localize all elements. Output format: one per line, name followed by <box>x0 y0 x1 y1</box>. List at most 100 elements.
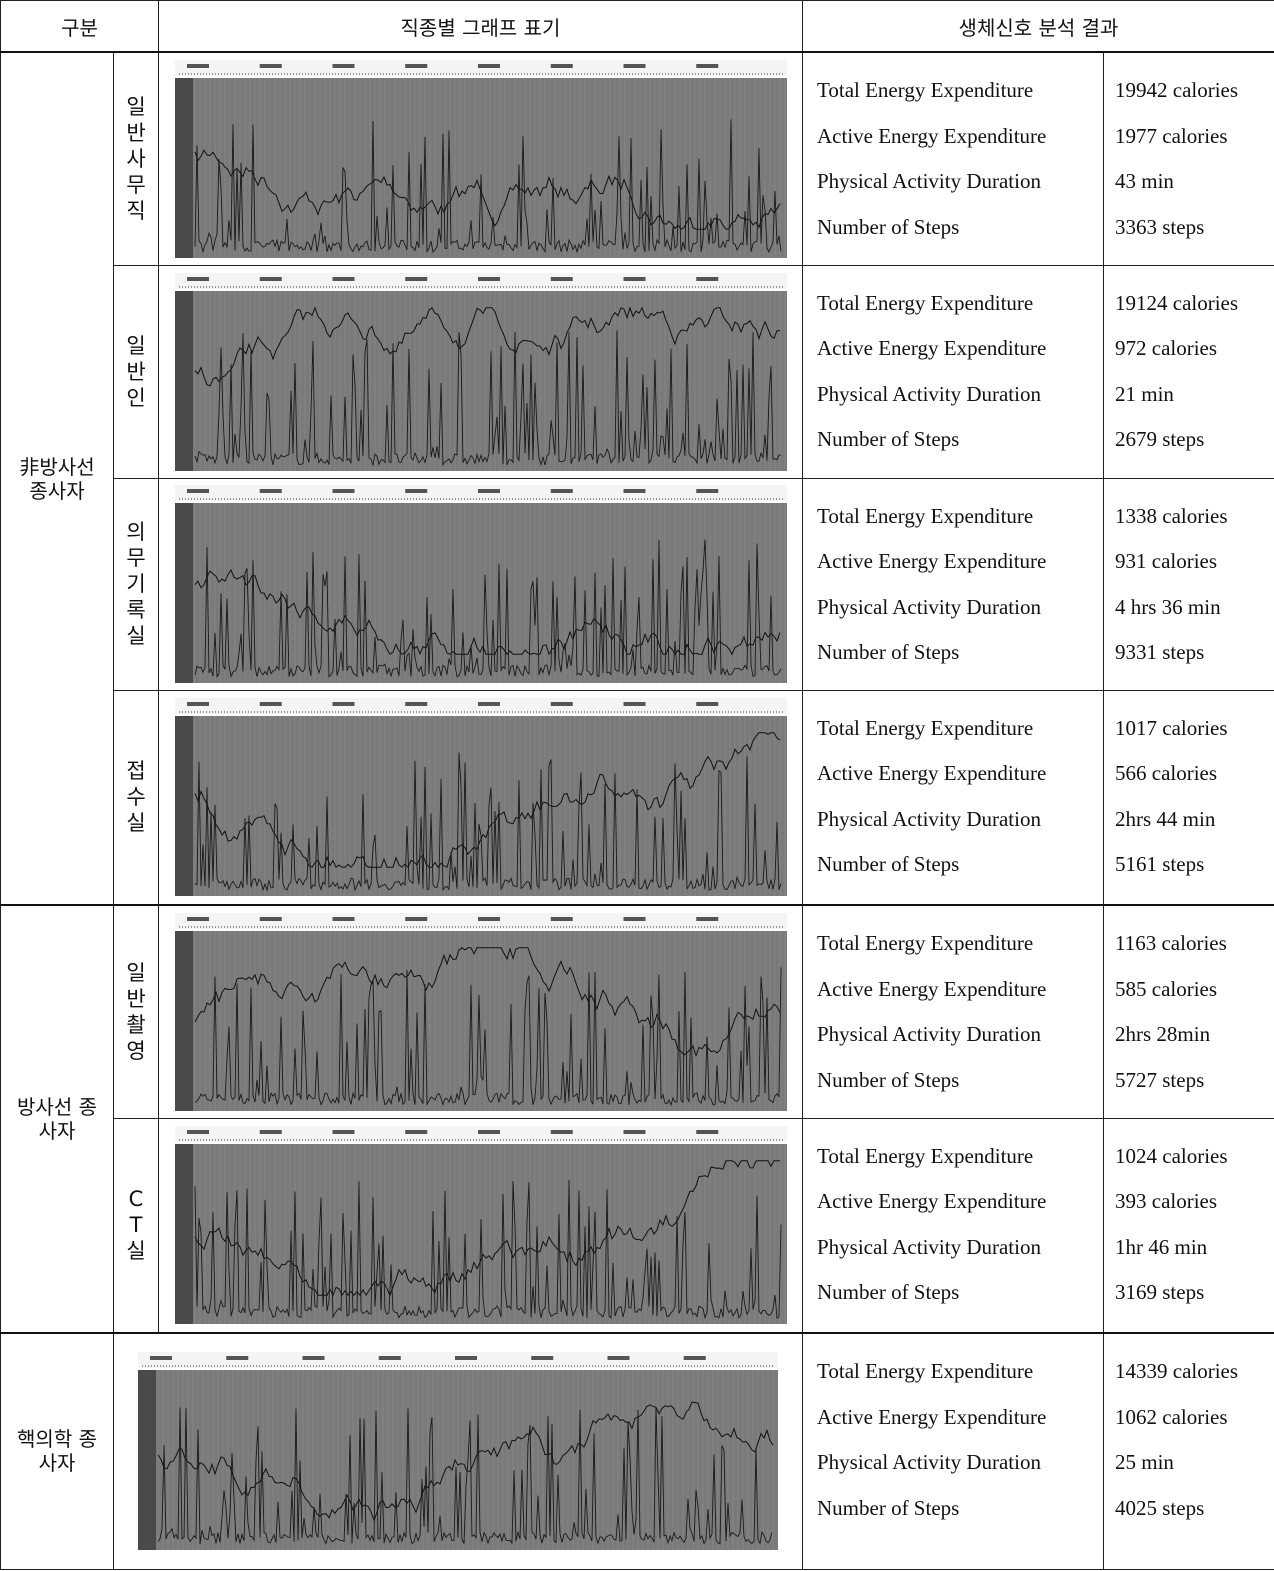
header-result: 생체신호 분석 결과 <box>803 1 1274 53</box>
metric-value: 19942 calories <box>1115 75 1274 121</box>
metric-label: Number of Steps <box>817 1493 1103 1539</box>
graph-time-label <box>478 277 500 281</box>
graph-time-label <box>623 64 645 68</box>
metric-value: 1977 calories <box>1115 121 1274 167</box>
activity-graph <box>175 698 787 896</box>
metric-label: Physical Activity Duration <box>817 379 1103 425</box>
metric-label: Total Energy Expenditure <box>817 288 1103 334</box>
metric-value: 21 min <box>1115 379 1274 425</box>
graph-cell <box>159 478 803 690</box>
metric-label: Active Energy Expenditure <box>817 546 1103 592</box>
metric-value: 972 calories <box>1115 333 1274 379</box>
graph-axis <box>175 78 193 258</box>
sub-label: 일반촬영 <box>124 960 147 1064</box>
graph-time-label <box>531 1356 553 1360</box>
metric-label: Number of Steps <box>817 849 1103 895</box>
sub-label: CT실 <box>124 1186 147 1264</box>
sub-cell: 의무기록실 <box>114 478 159 690</box>
graph-time-label <box>379 1356 401 1360</box>
metric-label: Active Energy Expenditure <box>817 758 1103 804</box>
graph-time-label <box>226 1356 248 1360</box>
sub-cell: 일반인 <box>114 265 159 478</box>
metric-label: Physical Activity Duration <box>817 166 1103 212</box>
graph-time-label <box>259 277 281 281</box>
graph-time-label <box>478 489 500 493</box>
metric-label: Total Energy Expenditure <box>817 1356 1103 1402</box>
activity-graph <box>175 1126 787 1324</box>
graph-time-label <box>332 277 354 281</box>
activity-graph <box>175 485 787 683</box>
metric-label-cell: Total Energy ExpenditureActive Energy Ex… <box>803 1333 1104 1569</box>
graph-time-label <box>550 489 572 493</box>
metric-value: 1hr 46 min <box>1115 1232 1274 1278</box>
metric-label: Physical Activity Duration <box>817 1232 1103 1278</box>
graph-time-label <box>623 702 645 706</box>
graph-time-label <box>478 702 500 706</box>
sub-label: 일반인 <box>124 333 147 411</box>
result-table: 구분 직종별 그래프 표기 생체신호 분석 결과 非방사선 종사자일반사무직To… <box>0 0 1274 1570</box>
table-row: 접수실Total Energy ExpenditureActive Energy… <box>1 690 1274 905</box>
metric-value: 931 calories <box>1115 546 1274 592</box>
graph-time-label <box>259 64 281 68</box>
graph-time-label <box>405 277 427 281</box>
metric-value-cell: 1024 calories393 calories1hr 46 min3169 … <box>1104 1118 1274 1333</box>
graph-time-label <box>550 64 572 68</box>
graph-cell <box>159 905 803 1118</box>
graph-time-label <box>696 917 718 921</box>
graph-axis <box>138 1370 156 1550</box>
graph-time-label <box>623 277 645 281</box>
metric-value-cell: 1338 calories931 calories4 hrs 36 min933… <box>1104 478 1274 690</box>
metric-label-cell: Total Energy ExpenditureActive Energy Ex… <box>803 478 1104 690</box>
graph-time-label <box>259 917 281 921</box>
graph-cell <box>159 265 803 478</box>
graph-axis <box>175 1144 193 1324</box>
metric-label: Active Energy Expenditure <box>817 1402 1103 1448</box>
metric-value: 1338 calories <box>1115 501 1274 547</box>
header-category: 구분 <box>1 1 159 53</box>
graph-time-label <box>405 64 427 68</box>
metric-value: 1163 calories <box>1115 928 1274 974</box>
metric-label: Physical Activity Duration <box>817 592 1103 638</box>
graph-time-label <box>150 1356 172 1360</box>
graph-time-label <box>187 702 209 706</box>
group-cell: 非방사선 종사자 <box>1 52 114 905</box>
graph-cell <box>159 690 803 905</box>
graph-time-label <box>405 917 427 921</box>
graph-time-label <box>623 489 645 493</box>
metric-value: 14339 calories <box>1115 1356 1274 1402</box>
table-row: CT실 Total Energy ExpenditureActive Energy… <box>1 1118 1274 1333</box>
graph-time-label <box>623 917 645 921</box>
metric-label: Total Energy Expenditure <box>817 1141 1103 1187</box>
activity-graph <box>175 273 787 471</box>
graph-time-label <box>478 64 500 68</box>
graph-time-label <box>455 1356 477 1360</box>
graph-time-label <box>259 1130 281 1134</box>
metric-value: 566 calories <box>1115 758 1274 804</box>
graph-time-label <box>332 917 354 921</box>
metric-label: Number of Steps <box>817 424 1103 470</box>
graph-time-label <box>405 1130 427 1134</box>
graph-time-label <box>550 1130 572 1134</box>
metric-value: 2hrs 28min <box>1115 1019 1274 1065</box>
graph-time-label <box>332 489 354 493</box>
page: 구분 직종별 그래프 표기 생체신호 분석 결과 非방사선 종사자일반사무직To… <box>0 0 1274 1571</box>
graph-time-label <box>332 702 354 706</box>
graph-cell <box>159 1118 803 1333</box>
graph-time-label <box>187 489 209 493</box>
metric-label: Number of Steps <box>817 637 1103 683</box>
metric-label: Physical Activity Duration <box>817 1019 1103 1065</box>
metric-value: 1017 calories <box>1115 713 1274 759</box>
graph-time-label <box>608 1356 630 1360</box>
group-cell: 핵의학 종사자 <box>1 1333 114 1569</box>
metric-label: Active Energy Expenditure <box>817 121 1103 167</box>
graph-time-label <box>696 1130 718 1134</box>
graph-axis <box>175 716 193 896</box>
group-cell: 방사선 종사자 <box>1 905 114 1333</box>
graph-time-label <box>623 1130 645 1134</box>
